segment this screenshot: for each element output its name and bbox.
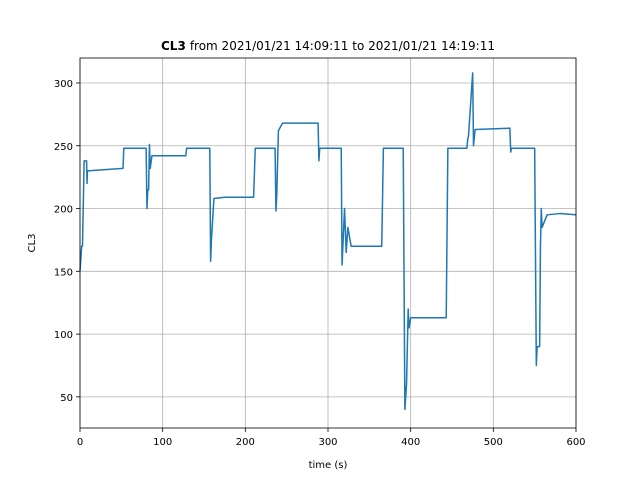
x-tick-label: 500 [484,437,503,448]
title-text: from 2021/01/21 14:09:11 to 2021/01/21 1… [190,39,495,53]
data-line [79,72,577,411]
x-tick-label: 0 [77,437,83,448]
x-tick-label: 200 [236,437,255,448]
x-tick-label: 100 [153,437,172,448]
y-axis-label: CL3 [27,234,38,253]
x-tick-label: 400 [401,437,420,448]
y-tick-label: 250 [54,142,73,153]
y-tick-label: 50 [60,393,73,404]
y-tick-label: 150 [54,267,73,278]
title-bold: CL3 [161,39,186,53]
y-tick-label: 200 [54,205,73,216]
y-tick-label: 100 [54,330,73,341]
x-tick-label: 300 [318,437,337,448]
x-axis-label: time (s) [309,460,348,471]
plot-frame [79,57,577,429]
x-tick-label: 600 [566,437,585,448]
chart-title: CL3 from 2021/01/21 14:09:11 to 2021/01/2… [161,39,495,53]
y-tick-label: 300 [54,79,73,90]
